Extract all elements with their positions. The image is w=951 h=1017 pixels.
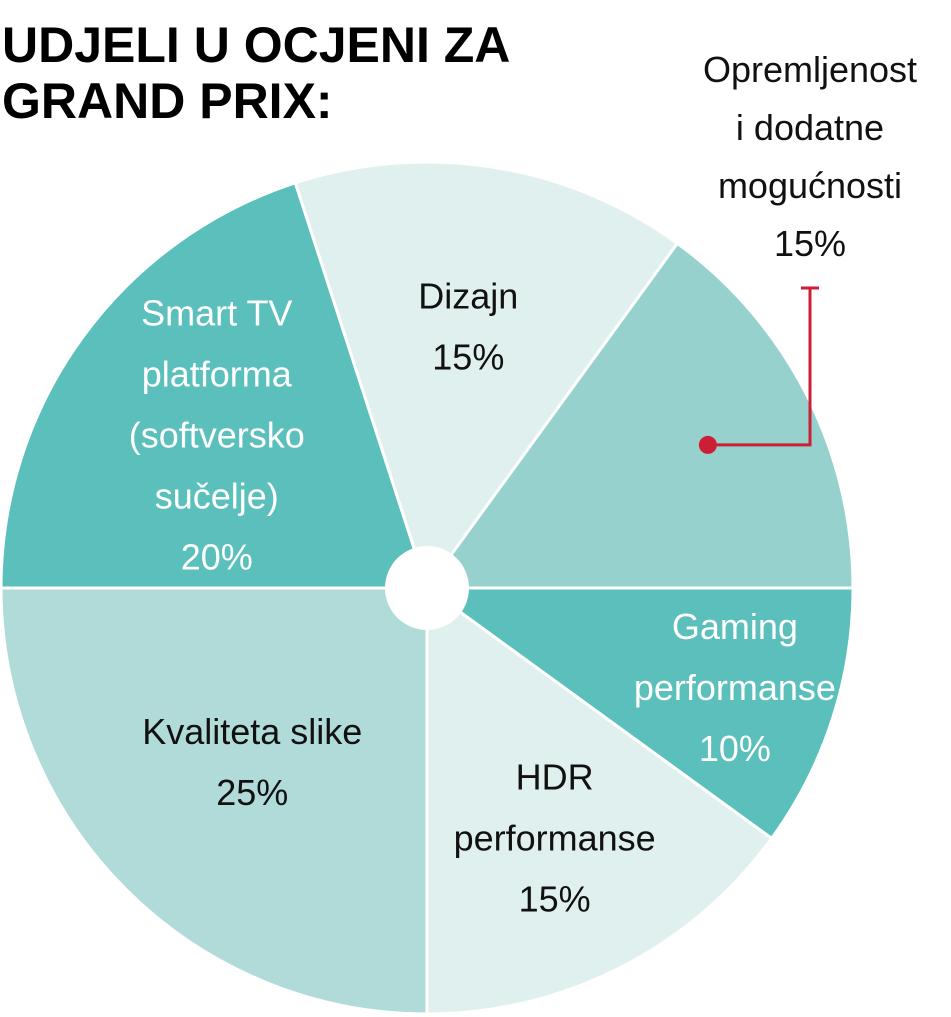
slice-name-label-5: Opremljenost: [703, 49, 917, 90]
slice-value-label-1: 15%: [519, 879, 591, 920]
center-hole: [385, 546, 469, 630]
slice-name-label-0: Gaming: [672, 606, 798, 647]
pie-slice-4: [293, 160, 680, 592]
pie-slice-0: [422, 586, 855, 841]
slice-name-label-3: platforma: [142, 353, 293, 394]
pie-slice-5: [424, 241, 855, 590]
pie-slice-1: [425, 585, 774, 1016]
slice-value-label-3: 20%: [181, 536, 253, 577]
callout-dot: [698, 435, 717, 454]
slice-name-label-4: Dizajn: [418, 276, 518, 317]
pie-slices: [0, 160, 855, 1016]
slice-name-label-5: i dodatne: [736, 107, 884, 148]
slice-value-label-5: 15%: [774, 223, 846, 264]
slice-value-label-0: 10%: [699, 728, 771, 769]
slice-value-label-4: 15%: [432, 337, 504, 378]
slice-name-label-3: Smart TV: [141, 292, 292, 333]
callout-line: [707, 288, 812, 447]
slice-value-label-2: 25%: [216, 772, 288, 813]
slice-labels: Gaming performanse 10% HDR performanse 15% Kva…: [129, 49, 917, 920]
slice-name-label-3: (softversko: [129, 414, 305, 455]
slice-name-label-0: performanse: [634, 667, 836, 708]
pie-slice-2: [0, 586, 429, 1016]
slice-name-label-3: sučelje): [155, 475, 279, 516]
slice-name-label-5: mogućnosti: [718, 165, 902, 206]
chart-title-line-1: UDJELI U OCJENI ZA: [2, 17, 510, 73]
slice-name-label-1: performanse: [454, 818, 656, 859]
chart-title-line-2: GRAND PRIX:: [2, 73, 333, 129]
callout: [698, 286, 819, 454]
slice-name-label-2: Kvaliteta slike: [142, 711, 362, 752]
pie-slice-3: [0, 180, 430, 590]
slice-name-label-1: HDR: [516, 757, 594, 798]
